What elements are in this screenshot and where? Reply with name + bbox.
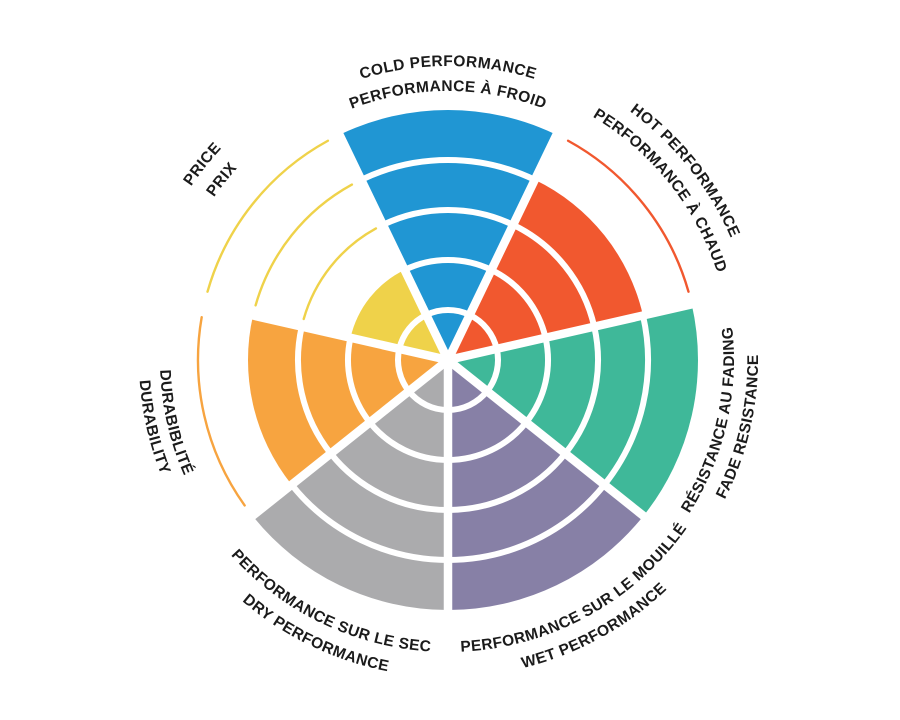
ring-separator bbox=[381, 206, 515, 228]
ring-separator bbox=[367, 420, 449, 463]
ring-separator bbox=[562, 325, 601, 456]
wedge-cold-performance bbox=[339, 110, 557, 360]
wedge-fade-resistance bbox=[448, 304, 698, 516]
wedge-gap-spoke bbox=[444, 124, 565, 362]
wedge-price bbox=[350, 269, 448, 360]
ring-separator bbox=[289, 482, 449, 563]
ring-separator bbox=[403, 257, 493, 273]
wedge-gap-spoke bbox=[194, 298, 449, 365]
wedge-wet-performance bbox=[448, 360, 644, 610]
segment-label-hot-performance-line1: HOT PERFORMANCE bbox=[627, 101, 743, 240]
ring-separator bbox=[328, 451, 449, 513]
wedge-gap-spoke bbox=[447, 298, 702, 365]
missing-level-arc-hot-performance bbox=[566, 139, 690, 293]
ring-separator bbox=[447, 420, 529, 463]
segment-label-hot-performance-line1-text: HOT PERFORMANCE bbox=[627, 101, 742, 240]
missing-level-arc-price bbox=[206, 139, 330, 293]
ring-separator bbox=[345, 337, 373, 425]
wedge-dry-performance bbox=[252, 360, 448, 610]
segment-wedges bbox=[194, 110, 702, 619]
segment-label-cold-performance-line2-text: PERFORMANCE À FROID bbox=[347, 78, 548, 113]
wedge-gap-spoke bbox=[445, 356, 654, 525]
segment-label-cold-performance-line2: PERFORMANCE À FROID bbox=[347, 78, 549, 113]
wedge-gap-spoke bbox=[242, 356, 451, 525]
missing-level-arc-price bbox=[254, 183, 354, 307]
ring-separator bbox=[490, 267, 549, 339]
ring-separator bbox=[447, 451, 568, 513]
hub-dot bbox=[441, 353, 455, 367]
ring-separator bbox=[523, 337, 551, 425]
wedge-gap-spoke bbox=[331, 124, 452, 362]
ring-separator bbox=[359, 157, 537, 183]
missing-level-arc-durability bbox=[196, 316, 246, 507]
ring-separator bbox=[447, 482, 607, 563]
ring-separator bbox=[511, 222, 598, 328]
ring-separator bbox=[295, 325, 334, 456]
missing-level-arc-price bbox=[302, 227, 378, 321]
ring-separator bbox=[602, 314, 652, 487]
wedge-hot-performance bbox=[448, 179, 643, 360]
